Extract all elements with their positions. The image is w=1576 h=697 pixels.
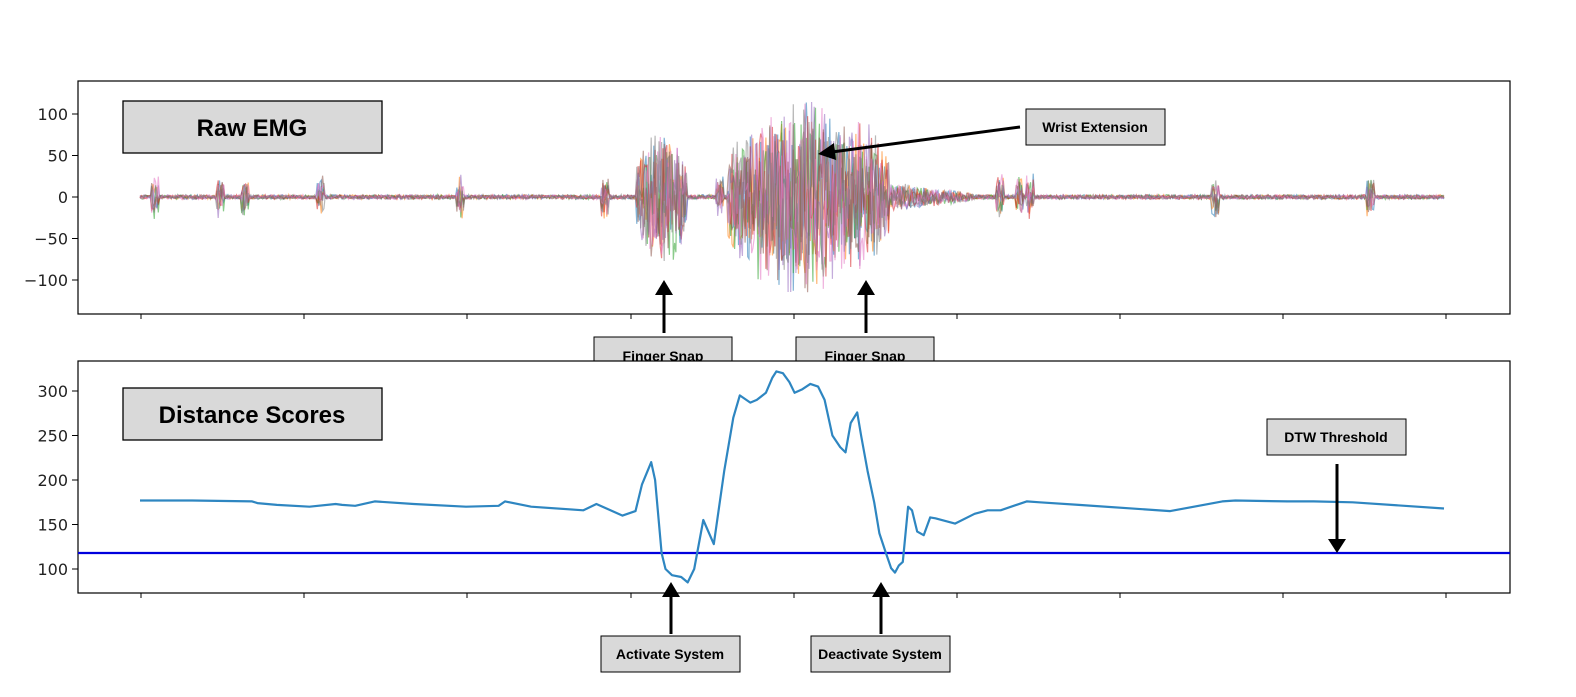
activate-system-label: Activate System: [616, 646, 724, 662]
raw-emg-title: Raw EMG: [197, 115, 308, 142]
emg-channel-7: [139, 103, 1445, 289]
arrowhead-icon: [818, 143, 836, 160]
distance-x-ticks: [140, 593, 1447, 598]
arrowhead-icon: [655, 280, 673, 295]
deactivate-system-annotation: Deactivate System: [810, 582, 951, 673]
finger-snap-label-2: Finger Snap: [825, 348, 906, 364]
raw-emg-panel: 100 50 0 −50 −100 Raw EMG Wrist Extension: [24, 80, 1511, 319]
arrowhead-icon: [662, 582, 680, 597]
raw-emg-traces: [139, 101, 1445, 293]
raw-emg-y-axis: 100 50 0 −50 −100: [24, 105, 78, 290]
arrowhead-icon: [872, 582, 890, 597]
distance-ytick-label: 100: [37, 560, 68, 579]
raw-emg-ytick-label: 0: [58, 188, 68, 207]
raw-emg-ytick-label: −50: [34, 230, 68, 249]
distance-scores-title: Distance Scores: [159, 402, 346, 429]
distance-ytick-label: 300: [37, 382, 68, 401]
distance-score-line: [140, 370, 1445, 584]
distance-ytick-label: 200: [37, 471, 68, 490]
raw-emg-title-box: Raw EMG: [122, 100, 383, 154]
distance-ytick-label: 250: [37, 427, 68, 446]
distance-title-box: Distance Scores: [122, 387, 383, 441]
emg-channel-8: [139, 104, 1445, 270]
raw-emg-x-ticks: [140, 314, 1447, 319]
raw-emg-ytick-label: 50: [48, 147, 68, 166]
distance-scores-panel: 300 250 200 150 100 Distance Scores DTW Thre…: [37, 360, 1511, 598]
dtw-threshold-label: DTW Threshold: [1284, 429, 1387, 445]
distance-y-axis: 300 250 200 150 100: [37, 382, 78, 579]
wrist-extension-label: Wrist Extension: [1042, 119, 1148, 135]
wrist-extension-annotation: Wrist Extension: [818, 108, 1166, 160]
finger-snap-label-1: Finger Snap: [623, 348, 704, 364]
dtw-threshold-annotation: DTW Threshold: [1266, 418, 1407, 553]
arrowhead-icon: [1328, 539, 1346, 553]
arrowhead-icon: [857, 280, 875, 295]
raw-emg-ytick-label: −100: [24, 271, 68, 290]
raw-emg-ytick-label: 100: [37, 105, 68, 124]
distance-ytick-label: 150: [37, 516, 68, 535]
deactivate-system-label: Deactivate System: [818, 646, 942, 662]
activate-system-annotation: Activate System: [600, 582, 741, 673]
